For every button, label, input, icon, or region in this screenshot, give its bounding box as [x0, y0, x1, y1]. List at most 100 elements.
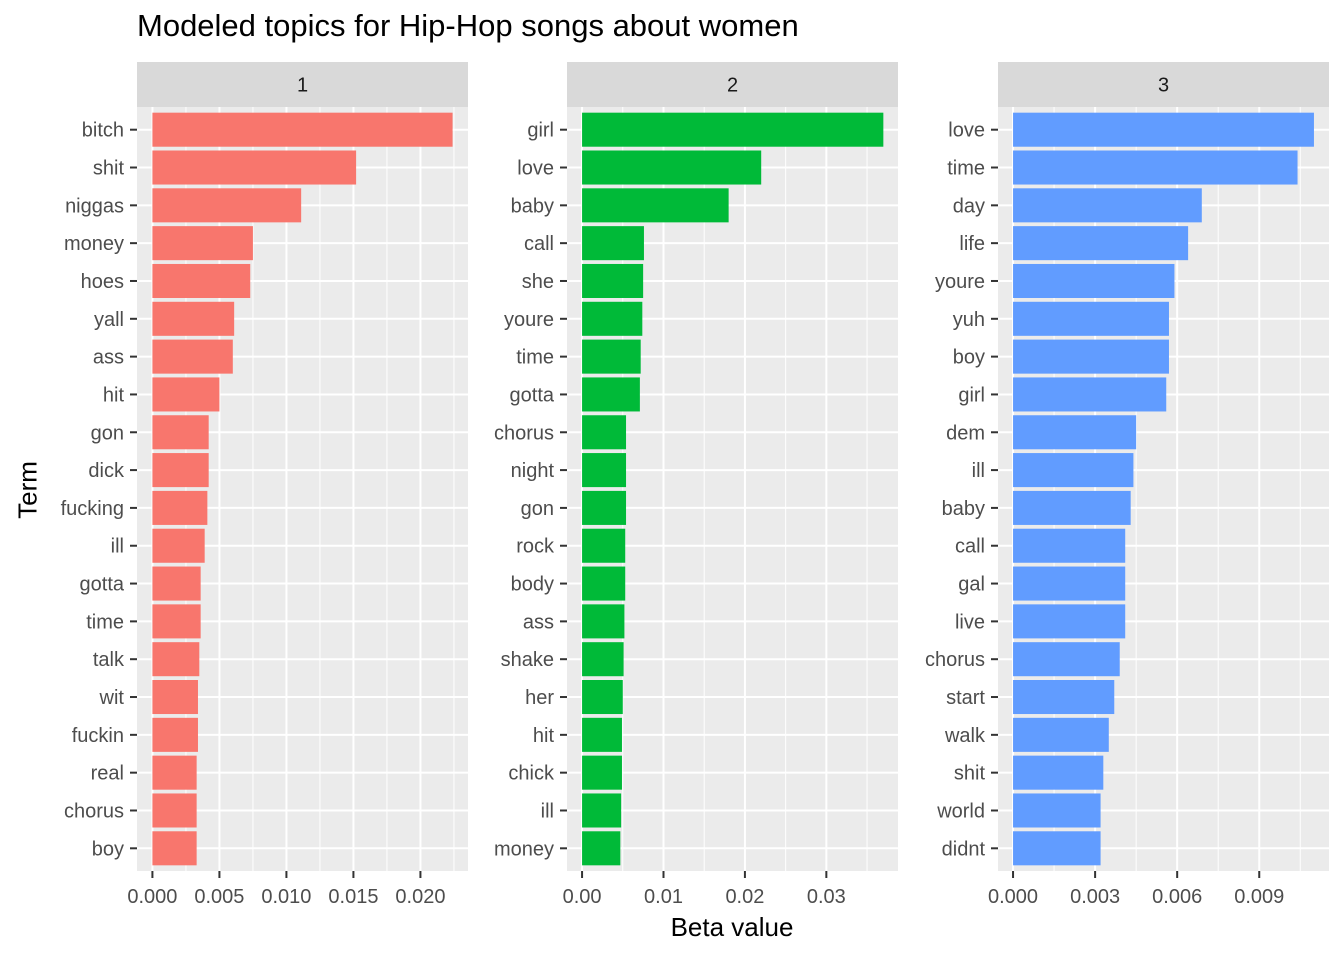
y-tick-label: money	[494, 838, 554, 860]
bar-live	[1013, 604, 1126, 639]
bar-gal	[1013, 566, 1126, 601]
y-tick-label: yuh	[953, 309, 985, 331]
x-tick-label: 0.000	[988, 886, 1038, 908]
bar-hit	[582, 717, 622, 752]
y-tick-label: baby	[511, 195, 554, 217]
y-tick-label: wit	[99, 687, 125, 709]
bar-niggas	[152, 188, 302, 223]
bar-rock	[582, 528, 626, 563]
y-tick-label: ass	[93, 347, 124, 369]
bar-money	[152, 226, 253, 261]
bar-body	[582, 566, 626, 601]
y-tick-label: day	[953, 195, 985, 217]
y-tick-label: ill	[111, 536, 124, 558]
x-tick-label: 0.02	[725, 886, 764, 908]
bar-ill	[1013, 453, 1134, 488]
bar-time	[152, 604, 201, 639]
y-tick-label: call	[524, 233, 554, 255]
bar-life	[1013, 226, 1189, 261]
bar-world	[1013, 793, 1101, 828]
bar-dick	[152, 453, 209, 488]
facet-panel-3: 3 love time day life youre yuh boy girl dem ill bab…	[925, 62, 1329, 908]
bar-shit	[152, 150, 357, 185]
y-tick-label: rock	[516, 536, 555, 558]
bar-gotta	[152, 566, 201, 601]
y-tick-label: talk	[93, 649, 125, 671]
y-tick-label: chorus	[925, 649, 985, 671]
y-tick-label: yall	[94, 309, 124, 331]
x-tick-label: 0.020	[395, 886, 445, 908]
bar-shit	[1013, 755, 1104, 790]
y-tick-label: dem	[946, 422, 985, 444]
facet-panel-2: 2 girl love baby call she youre time gotta chorus…	[494, 62, 898, 908]
bar-didnt	[1013, 831, 1101, 866]
bar-bitch	[152, 112, 453, 147]
x-axis-title: Beta value	[670, 912, 794, 942]
y-tick-label: dick	[88, 460, 125, 482]
y-tick-label: live	[955, 611, 985, 633]
bar-boy	[1013, 339, 1169, 374]
facet-strip	[137, 62, 468, 107]
y-tick-label: gon	[521, 498, 554, 520]
bar-walk	[1013, 717, 1109, 752]
bar-time	[1013, 150, 1298, 185]
y-tick-label: night	[511, 460, 555, 482]
y-tick-label: hit	[533, 725, 555, 747]
bar-call	[582, 226, 644, 261]
facet-strip	[998, 62, 1329, 107]
y-tick-label: youre	[935, 271, 985, 293]
bar-baby	[582, 188, 729, 223]
y-tick-label: girl	[958, 384, 985, 406]
chart-title: Modeled topics for Hip-Hop songs about w…	[137, 8, 799, 43]
y-tick-label: call	[955, 536, 985, 558]
facet-strip	[567, 62, 898, 107]
y-tick-label: time	[947, 158, 985, 180]
y-tick-label: chorus	[494, 422, 554, 444]
x-tick-label: 0.03	[807, 886, 846, 908]
bar-money	[582, 831, 621, 866]
bar-hit	[152, 377, 220, 412]
y-tick-label: love	[517, 158, 554, 180]
y-tick-label: didnt	[942, 838, 986, 860]
x-tick-label: 0.006	[1152, 886, 1202, 908]
bar-hoes	[152, 263, 251, 298]
y-tick-label: walk	[944, 725, 986, 747]
bar-love	[582, 150, 762, 185]
x-tick-label: 0.003	[1070, 886, 1120, 908]
y-tick-label: real	[91, 763, 124, 785]
bar-youre	[1013, 263, 1175, 298]
y-tick-label: boy	[953, 347, 985, 369]
bar-talk	[152, 642, 200, 677]
y-tick-label: time	[516, 347, 554, 369]
y-tick-label: shake	[501, 649, 554, 671]
y-tick-label: baby	[942, 498, 985, 520]
bar-chick	[582, 755, 622, 790]
bar-chorus	[152, 793, 197, 828]
y-tick-label: life	[959, 233, 985, 255]
bar-girl	[1013, 377, 1167, 412]
bar-she	[582, 263, 644, 298]
bar-gon	[152, 415, 209, 450]
bar-yall	[152, 301, 235, 336]
bar-gotta	[582, 377, 640, 412]
y-tick-label: her	[525, 687, 554, 709]
bar-ill	[582, 793, 622, 828]
y-tick-label: world	[936, 800, 985, 822]
y-tick-label: hit	[103, 384, 125, 406]
bar-her	[582, 680, 623, 715]
y-tick-label: youre	[504, 309, 554, 331]
bar-girl	[582, 112, 884, 147]
y-tick-label: fucking	[61, 498, 124, 520]
y-tick-label: gon	[91, 422, 124, 444]
y-axis-title: Term	[12, 461, 43, 519]
bar-love	[1013, 112, 1314, 147]
bar-start	[1013, 680, 1115, 715]
x-tick-label: 0.01	[644, 886, 683, 908]
bar-fucking	[152, 490, 208, 525]
y-tick-label: gotta	[80, 574, 125, 596]
bar-ass	[152, 339, 233, 374]
bar-dem	[1013, 415, 1137, 450]
y-tick-label: shit	[954, 763, 986, 785]
x-tick-label: 0.015	[328, 886, 378, 908]
x-tick-label: 0.010	[261, 886, 311, 908]
